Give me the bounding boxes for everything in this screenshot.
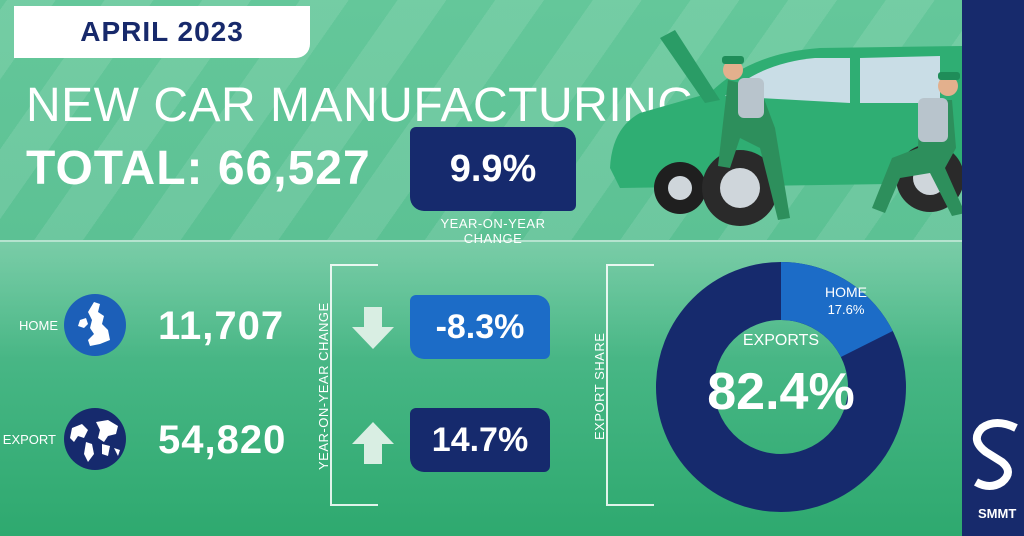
home-label: HOME [19,318,58,333]
home-slice [781,262,893,357]
yoy-change-label: YEAR-ON-YEAR CHANGE [440,216,546,246]
brand-name: SMMT [978,506,1017,521]
page-title: NEW CAR MANUFACTURING [26,79,696,132]
export-share-donut [656,262,906,512]
uk-map-icon [64,294,126,356]
total-figure: TOTAL: 66,527 [26,142,371,195]
yoy-change-box: 9.9% [410,127,576,211]
brand-sidebar: SMMT [962,0,1024,536]
home-share-value: 17.6% [827,302,865,317]
up-arrow-icon [352,422,394,464]
export-change-box: 14.7% [410,408,550,472]
exports-share-value: 82.4% [707,363,855,421]
date-badge: APRIL 2023 [14,6,310,58]
world-globe-icon [64,408,126,470]
export-share-axis-label: EXPORT SHARE [592,332,607,440]
down-arrow-icon [352,307,394,349]
exports-share-label: EXPORTS [742,332,820,349]
home-value: 11,707 [158,304,285,348]
home-change-box: -8.3% [410,295,550,359]
export-share-bracket [606,264,654,506]
yoy-bracket [330,264,378,506]
divider-line [0,240,962,242]
export-value: 54,820 [158,418,287,462]
export-label: EXPORT [2,432,56,447]
smmt-logo-icon [972,419,1018,490]
yoy-axis-label: YEAR-ON-YEAR CHANGE [316,302,331,470]
home-share-label: HOME [825,284,867,300]
car-mechanics-illustration [610,30,962,226]
